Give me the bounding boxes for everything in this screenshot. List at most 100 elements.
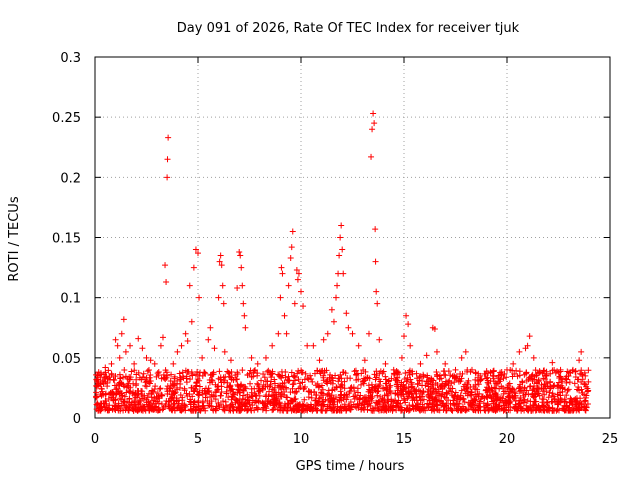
data-point [192, 246, 199, 253]
data-point [530, 402, 537, 409]
data-point [349, 330, 356, 337]
data-point [533, 372, 540, 379]
data-point [368, 407, 375, 414]
x-axis: 0 5 10 15 20 25 [91, 57, 618, 447]
data-point [314, 380, 321, 387]
data-point [161, 375, 168, 382]
data-point [498, 369, 505, 376]
data-point [113, 390, 120, 397]
data-point [206, 379, 213, 386]
data-point [111, 402, 118, 409]
data-point [540, 385, 547, 392]
data-point [190, 264, 197, 271]
data-point [286, 377, 293, 384]
data-point [175, 400, 182, 407]
data-point [196, 392, 203, 399]
data-point [476, 403, 483, 410]
data-point [490, 367, 497, 374]
data-point [98, 392, 105, 399]
data-point [441, 371, 448, 378]
data-point [486, 386, 493, 393]
data-point [157, 342, 164, 349]
data-point [228, 374, 235, 381]
y-tick-label: 0.05 [52, 352, 81, 367]
data-point [123, 403, 130, 410]
data-point [493, 402, 500, 409]
data-point [104, 407, 111, 414]
data-point [445, 368, 452, 375]
data-point [205, 336, 212, 343]
data-point [217, 252, 224, 259]
data-point [104, 383, 111, 390]
data-point [234, 390, 241, 397]
data-point [234, 285, 241, 292]
data-point [118, 402, 125, 409]
data-point [263, 392, 270, 399]
data-point [245, 406, 252, 413]
data-point [471, 396, 478, 403]
data-point [452, 389, 459, 396]
data-point [464, 366, 471, 373]
data-point [420, 396, 427, 403]
data-point [536, 386, 543, 393]
data-point [529, 371, 536, 378]
data-point [282, 369, 289, 376]
data-point [505, 382, 512, 389]
data-point [389, 407, 396, 414]
data-point [544, 400, 551, 407]
data-point [313, 407, 320, 414]
data-point [417, 360, 424, 367]
data-point [273, 397, 280, 404]
data-point [108, 360, 115, 367]
data-point [117, 407, 124, 414]
data-point [186, 282, 193, 289]
data-point [332, 372, 339, 379]
y-tick-label: 0.1 [60, 292, 81, 307]
data-point [582, 381, 589, 388]
data-point [507, 366, 514, 373]
data-point [289, 397, 296, 404]
data-point [291, 300, 298, 307]
data-point [211, 345, 218, 352]
data-point [493, 380, 500, 387]
data-point [557, 373, 564, 380]
data-point [547, 379, 554, 386]
data-point [205, 389, 212, 396]
data-point [483, 375, 490, 382]
data-point [221, 377, 228, 384]
data-point [516, 397, 523, 404]
data-point [381, 392, 388, 399]
data-point [140, 370, 147, 377]
data-point [563, 403, 570, 410]
data-point [364, 374, 371, 381]
data-point [266, 369, 273, 376]
data-point [320, 398, 327, 405]
data-point [516, 368, 523, 375]
data-point [212, 407, 219, 414]
data-point [442, 394, 449, 401]
data-point [563, 373, 570, 380]
x-tick-label: 0 [91, 432, 99, 447]
data-point [153, 373, 160, 380]
data-point [578, 348, 585, 355]
data-point [327, 395, 334, 402]
data-point [512, 390, 519, 397]
data-point [424, 374, 431, 381]
data-point [126, 396, 133, 403]
data-point [275, 371, 282, 378]
data-point [180, 406, 187, 413]
data-point [186, 391, 193, 398]
data-point [321, 401, 328, 408]
data-point [545, 404, 552, 411]
data-point [483, 393, 490, 400]
data-point [162, 262, 169, 269]
data-point [437, 372, 444, 379]
data-point [236, 395, 243, 402]
data-point [510, 360, 517, 367]
data-point [260, 370, 267, 377]
data-point [492, 380, 499, 387]
data-point [163, 397, 170, 404]
data-point [493, 391, 500, 398]
data-point [121, 366, 128, 373]
data-point [382, 376, 389, 383]
